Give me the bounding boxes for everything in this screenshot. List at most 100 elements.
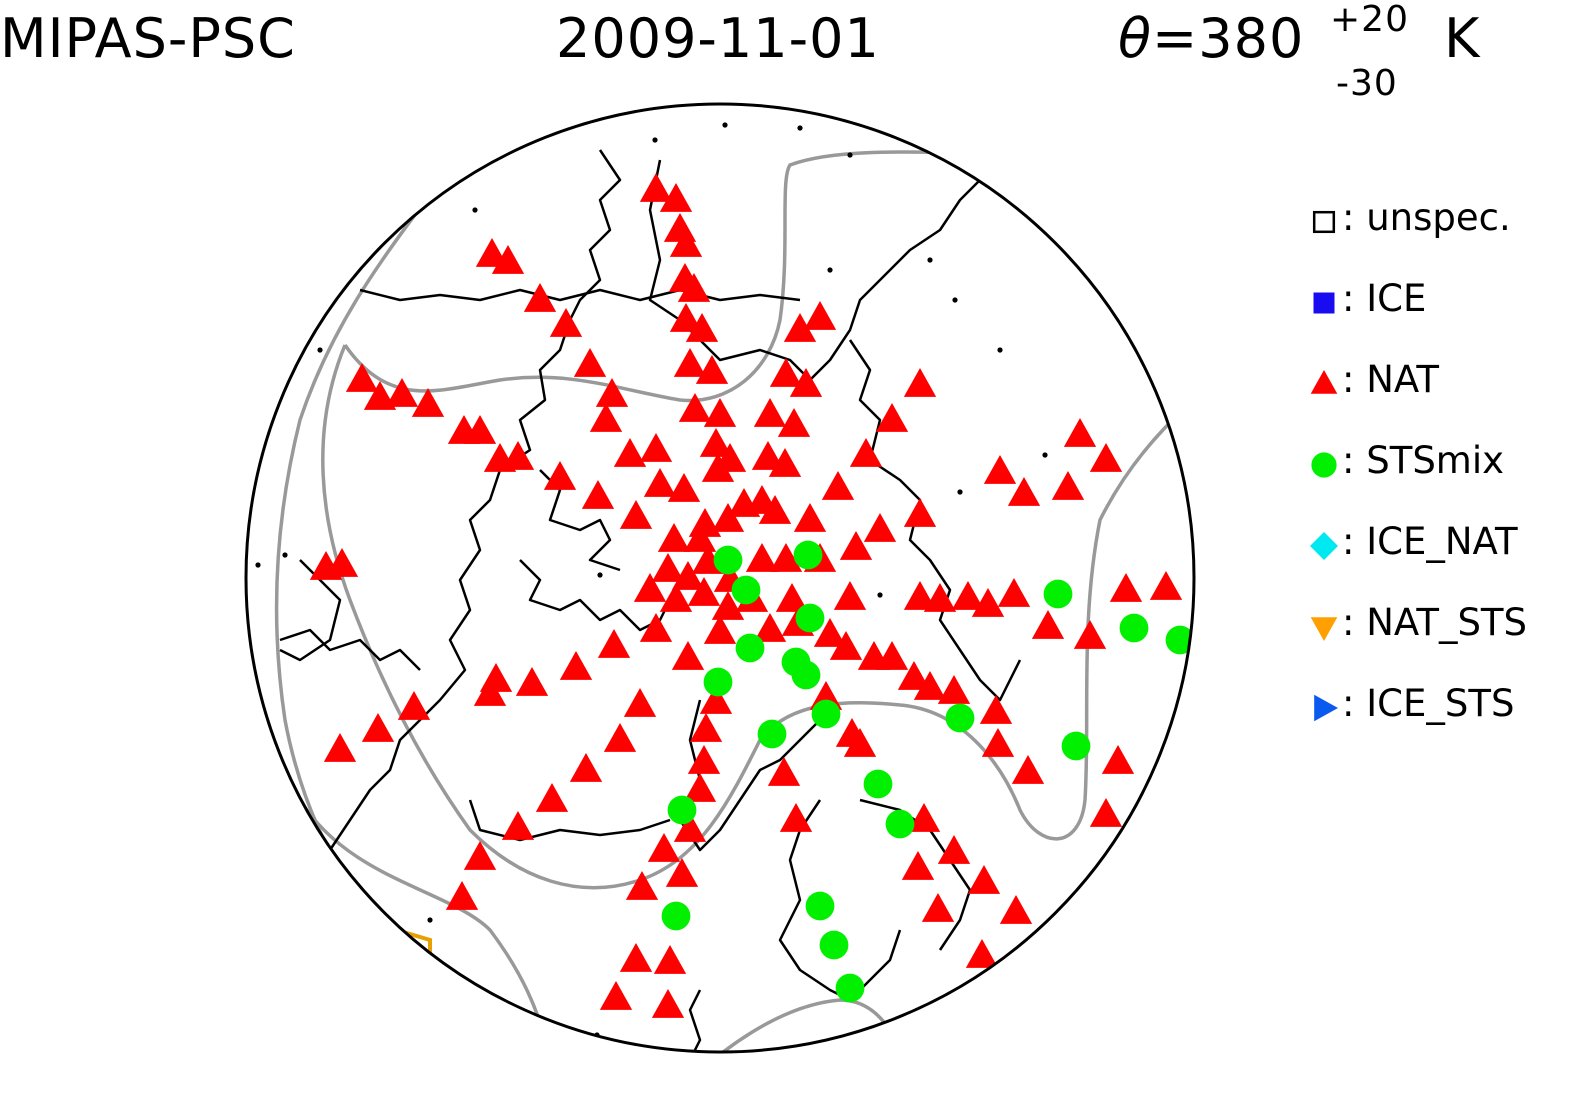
nat-marker: [1063, 418, 1097, 447]
measurement-dot: [1157, 767, 1163, 773]
nat-marker: [643, 468, 677, 497]
stsmix-marker: [793, 540, 823, 570]
nat-marker: [463, 415, 497, 444]
nat-marker: [491, 245, 525, 274]
nat-marker: [821, 471, 855, 500]
nat-marker: [683, 773, 717, 802]
stsmix-marker: [835, 973, 865, 1003]
nat-marker: [849, 438, 883, 467]
nat-marker: [937, 675, 971, 704]
nat-marker: [325, 548, 359, 577]
nat-marker: [651, 553, 685, 582]
stsmix-marker: [731, 575, 761, 605]
legend-item: : STSmix: [1308, 437, 1578, 518]
coastline: [359, 288, 801, 302]
nat-marker: [673, 813, 707, 842]
stsmix-marker: [885, 809, 915, 839]
legend-label: : ICE: [1342, 277, 1427, 320]
theta-plus: +20: [1330, 0, 1409, 40]
nat-marker: [1073, 620, 1107, 649]
measurement-dot: [652, 137, 658, 143]
nat-marker: [1101, 745, 1135, 774]
coastline: [328, 149, 622, 851]
nat-marker: [549, 308, 583, 337]
nat-marker: [687, 577, 721, 606]
nat-marker: [523, 283, 557, 312]
nat-marker: [1051, 471, 1085, 500]
nat-marker: [1089, 798, 1123, 827]
nat-marker: [689, 713, 723, 742]
nat-marker: [1109, 573, 1143, 602]
boundary-line: [379, 923, 462, 997]
nat-marker: [767, 757, 801, 786]
nat-marker: [589, 403, 623, 432]
nat-marker: [903, 498, 937, 527]
nat-marker: [595, 378, 629, 407]
stsmix-marker: [945, 703, 975, 733]
nat-marker: [793, 503, 827, 532]
instrument-title: MIPAS-PSC: [0, 7, 296, 70]
nat-marker: [897, 661, 931, 690]
measurement-dot: [952, 297, 958, 303]
date-title: 2009-11-01: [556, 7, 880, 70]
coastline: [848, 339, 1022, 702]
nat-marker: [559, 651, 593, 680]
nat-marker: [903, 581, 937, 610]
nat-marker: [779, 803, 813, 832]
nat-marker: [397, 691, 431, 720]
measurement-dot: [472, 207, 478, 213]
legend-label: : ICE_NAT: [1342, 520, 1518, 563]
stsmix-marker: [819, 930, 849, 960]
nat-marker: [619, 500, 653, 529]
theta-unit: K: [1444, 7, 1481, 70]
nat-marker: [385, 378, 419, 407]
legend-marker-icon: [1314, 694, 1338, 722]
nat-marker: [901, 851, 935, 880]
legend-label: : STSmix: [1342, 439, 1505, 482]
legend-item: : NAT_STS: [1308, 599, 1578, 680]
contour-line: [343, 150, 1001, 403]
legend-item: : ICE_NAT: [1308, 518, 1578, 599]
stsmix-marker: [757, 719, 787, 749]
legend-label: : NAT_STS: [1342, 601, 1528, 644]
measurement-dot: [797, 125, 803, 131]
coastline: [468, 799, 671, 842]
nat-marker: [569, 753, 603, 782]
stsmix-marker: [811, 699, 841, 729]
theta-title: θ=380 +20 -30 K: [1118, 0, 1479, 104]
nat-marker: [839, 531, 873, 560]
nat-marker: [683, 523, 717, 552]
nat-marker: [647, 833, 681, 862]
nat-marker: [651, 989, 685, 1018]
nat-marker: [903, 368, 937, 397]
measurement-dot: [255, 562, 261, 568]
nat-marker: [1011, 755, 1045, 784]
stsmix-marker: [667, 795, 697, 825]
nat-marker: [501, 441, 535, 470]
legend-marker-icon: [1313, 292, 1335, 314]
nat-marker: [913, 671, 947, 700]
nat-marker: [323, 733, 357, 762]
nat-marker: [769, 358, 803, 387]
legend-label: : ICE_STS: [1342, 682, 1515, 725]
nat-marker: [665, 858, 699, 887]
legend-marker: [1314, 694, 1338, 722]
coastline: [688, 989, 731, 1052]
nat-marker: [671, 561, 705, 590]
theta-symbol: θ: [1118, 7, 1153, 70]
nat-marker: [745, 543, 779, 572]
nat-marker: [619, 943, 653, 972]
nat-marker: [758, 495, 792, 524]
nat-marker: [875, 403, 909, 432]
coastline: [648, 159, 1001, 382]
measurement-dot: [597, 572, 603, 578]
theta-value: =380: [1152, 7, 1305, 70]
nat-marker: [599, 981, 633, 1010]
nat-marker: [1089, 443, 1123, 472]
nat-marker: [923, 583, 957, 612]
nat-marker: [769, 543, 803, 572]
nat-marker: [907, 803, 941, 832]
map-border: [244, 102, 1196, 1054]
nat-marker: [677, 273, 711, 302]
nat-marker: [967, 865, 1001, 894]
